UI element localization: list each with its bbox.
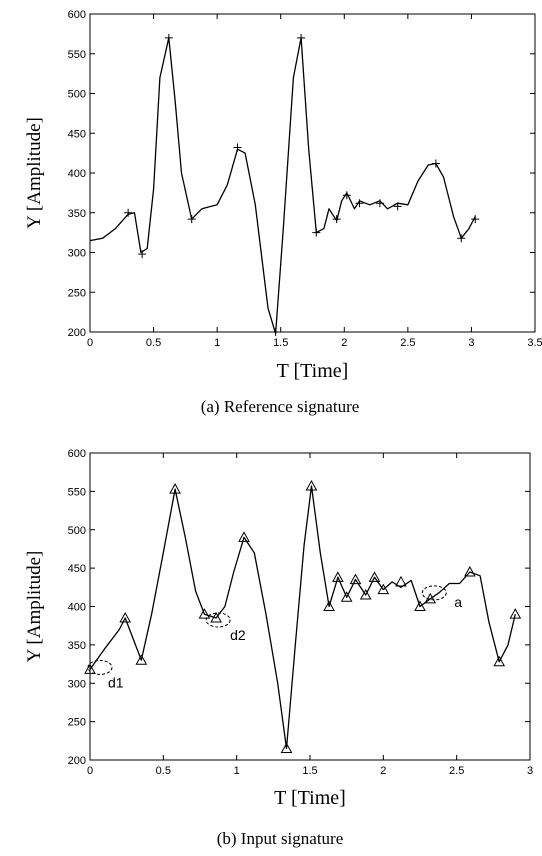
plus-marker <box>355 199 364 208</box>
triangle-marker <box>368 571 381 582</box>
triangle-marker <box>305 479 318 491</box>
plus-marker <box>124 208 133 217</box>
x-tick-label: 1.5 <box>273 337 288 349</box>
x-tick-label: 2 <box>380 765 386 777</box>
triangle-marker <box>332 571 344 582</box>
x-tick-label: 2.5 <box>400 337 415 349</box>
y-tick-label: 550 <box>68 486 86 498</box>
triangle-marker <box>323 600 335 611</box>
y-axis-label: Y [Amplitude] <box>24 117 45 229</box>
triangle-marker <box>493 655 506 667</box>
y-tick-label: 400 <box>68 168 86 180</box>
triangle-marker <box>359 588 372 600</box>
y-tick-label: 200 <box>68 327 86 339</box>
y-tick-label: 350 <box>68 640 86 652</box>
figure-caption: (a) Reference signature <box>201 397 360 416</box>
x-tick-label: 3.5 <box>527 337 542 349</box>
plus-marker <box>471 215 480 224</box>
x-tick-label: 2.5 <box>449 765 464 777</box>
annotation-ellipse <box>87 659 113 675</box>
x-tick-label: 1 <box>234 765 240 777</box>
triangle-marker <box>464 565 476 577</box>
chart-1: 0 0.5 1 1.5 2 2.5 3 200 250 300 350 400 450 500 550 600… <box>24 448 533 848</box>
triangle-marker <box>414 600 426 611</box>
x-axis-label: T [Time] <box>277 360 349 382</box>
y-tick-label: 600 <box>68 448 86 460</box>
plus-marker <box>187 215 196 224</box>
y-tick-label: 200 <box>68 755 86 767</box>
annotation-ellipse <box>205 612 231 628</box>
triangle-marker <box>198 608 211 619</box>
triangle-marker <box>349 573 362 585</box>
y-tick-label: 400 <box>68 602 86 614</box>
y-tick-label: 450 <box>68 563 86 575</box>
y-tick-label: 250 <box>68 717 86 729</box>
figure-caption: (b) Input signature <box>217 829 344 848</box>
y-tick-label: 500 <box>68 525 86 537</box>
plus-marker <box>375 199 384 208</box>
plus-marker <box>138 250 147 259</box>
triangle-marker <box>238 531 250 542</box>
plot-frame <box>89 13 536 333</box>
y-tick-label: 450 <box>68 128 86 140</box>
x-tick-label: 3 <box>527 765 533 777</box>
triangle-marker <box>395 575 407 587</box>
plus-marker <box>332 215 341 224</box>
plus-marker <box>164 33 173 42</box>
y-tick-label: 300 <box>68 248 86 260</box>
x-tick-label: 0 <box>87 765 93 777</box>
x-tick-label: 3 <box>468 337 474 349</box>
plus-marker <box>271 328 280 336</box>
triangle-marker <box>509 608 522 619</box>
chart-0: 0 0.5 1 1.5 2 2.5 3 3.5 200 250 300 350 400 450 500 550… <box>24 9 542 416</box>
plus-marker <box>457 234 466 243</box>
plus-marker <box>342 191 351 200</box>
plus-marker <box>297 33 306 42</box>
series-line <box>89 485 516 750</box>
triangle-marker <box>280 742 293 753</box>
y-axis-label: Y [Amplitude] <box>24 551 45 663</box>
x-tick-label: 1 <box>214 337 220 349</box>
y-tick-label: 250 <box>68 287 86 299</box>
x-tick-label: 0.5 <box>156 765 171 777</box>
plus-marker <box>393 202 402 211</box>
triangle-marker <box>119 611 132 623</box>
y-tick-label: 600 <box>68 9 86 21</box>
plus-marker <box>431 159 440 168</box>
y-tick-label: 350 <box>68 208 86 220</box>
annotation-ellipse <box>421 585 447 601</box>
y-tick-label: 500 <box>68 89 86 101</box>
triangle-marker <box>210 611 222 623</box>
triangle-marker <box>169 483 181 494</box>
x-tick-label: 0 <box>87 337 93 349</box>
annotation-label-d1: d1 <box>108 674 124 690</box>
x-axis-label: T [Time] <box>274 787 346 809</box>
annotation-label-d2: d2 <box>230 627 246 643</box>
x-tick-label: 1.5 <box>302 765 317 777</box>
y-tick-label: 300 <box>68 678 86 690</box>
triangle-marker <box>340 591 353 602</box>
plus-marker <box>233 143 242 152</box>
y-tick-label: 550 <box>68 49 86 61</box>
annotation-label-a: a <box>454 594 462 610</box>
plus-marker <box>312 228 321 237</box>
series-line <box>89 37 476 335</box>
x-tick-label: 2 <box>341 337 347 349</box>
x-tick-label: 0.5 <box>146 337 161 349</box>
triangle-marker <box>135 654 148 665</box>
triangle-marker <box>84 663 96 674</box>
triangle-marker <box>377 583 390 595</box>
